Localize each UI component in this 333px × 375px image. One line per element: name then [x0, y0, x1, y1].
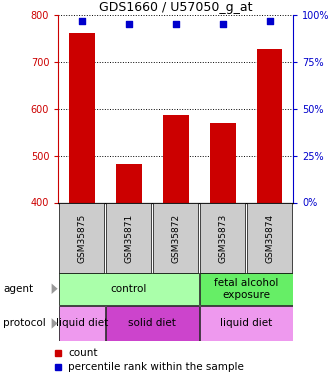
- Bar: [59, 306, 105, 340]
- Point: [126, 21, 131, 27]
- Text: GSM35871: GSM35871: [124, 213, 133, 263]
- Polygon shape: [52, 318, 58, 328]
- Bar: [163, 115, 188, 202]
- Point: [220, 21, 225, 27]
- Text: agent: agent: [3, 284, 33, 294]
- Point: [267, 18, 272, 24]
- Text: GSM35874: GSM35874: [265, 214, 274, 262]
- Text: control: control: [111, 284, 147, 294]
- Text: liquid diet: liquid diet: [220, 318, 272, 328]
- Text: percentile rank within the sample: percentile rank within the sample: [68, 362, 244, 372]
- Bar: [59, 203, 104, 273]
- Text: GSM35875: GSM35875: [77, 213, 86, 263]
- Polygon shape: [52, 284, 58, 294]
- Text: protocol: protocol: [3, 318, 46, 328]
- Bar: [200, 203, 245, 273]
- Point: [79, 18, 84, 24]
- Bar: [210, 123, 235, 202]
- Text: fetal alcohol
exposure: fetal alcohol exposure: [214, 278, 278, 300]
- Text: count: count: [68, 348, 98, 358]
- Bar: [116, 164, 142, 202]
- Title: GDS1660 / U57050_g_at: GDS1660 / U57050_g_at: [99, 1, 252, 14]
- Bar: [106, 203, 151, 273]
- Bar: [69, 33, 95, 203]
- Bar: [257, 49, 282, 202]
- Bar: [247, 203, 292, 273]
- Point: [173, 21, 178, 27]
- Text: GSM35872: GSM35872: [171, 214, 180, 262]
- Bar: [199, 306, 293, 340]
- Bar: [153, 203, 198, 273]
- Bar: [59, 273, 199, 305]
- Text: GSM35873: GSM35873: [218, 213, 227, 263]
- Bar: [199, 273, 293, 305]
- Text: solid diet: solid diet: [128, 318, 176, 328]
- Text: liquid diet: liquid diet: [56, 318, 108, 328]
- Bar: [106, 306, 199, 340]
